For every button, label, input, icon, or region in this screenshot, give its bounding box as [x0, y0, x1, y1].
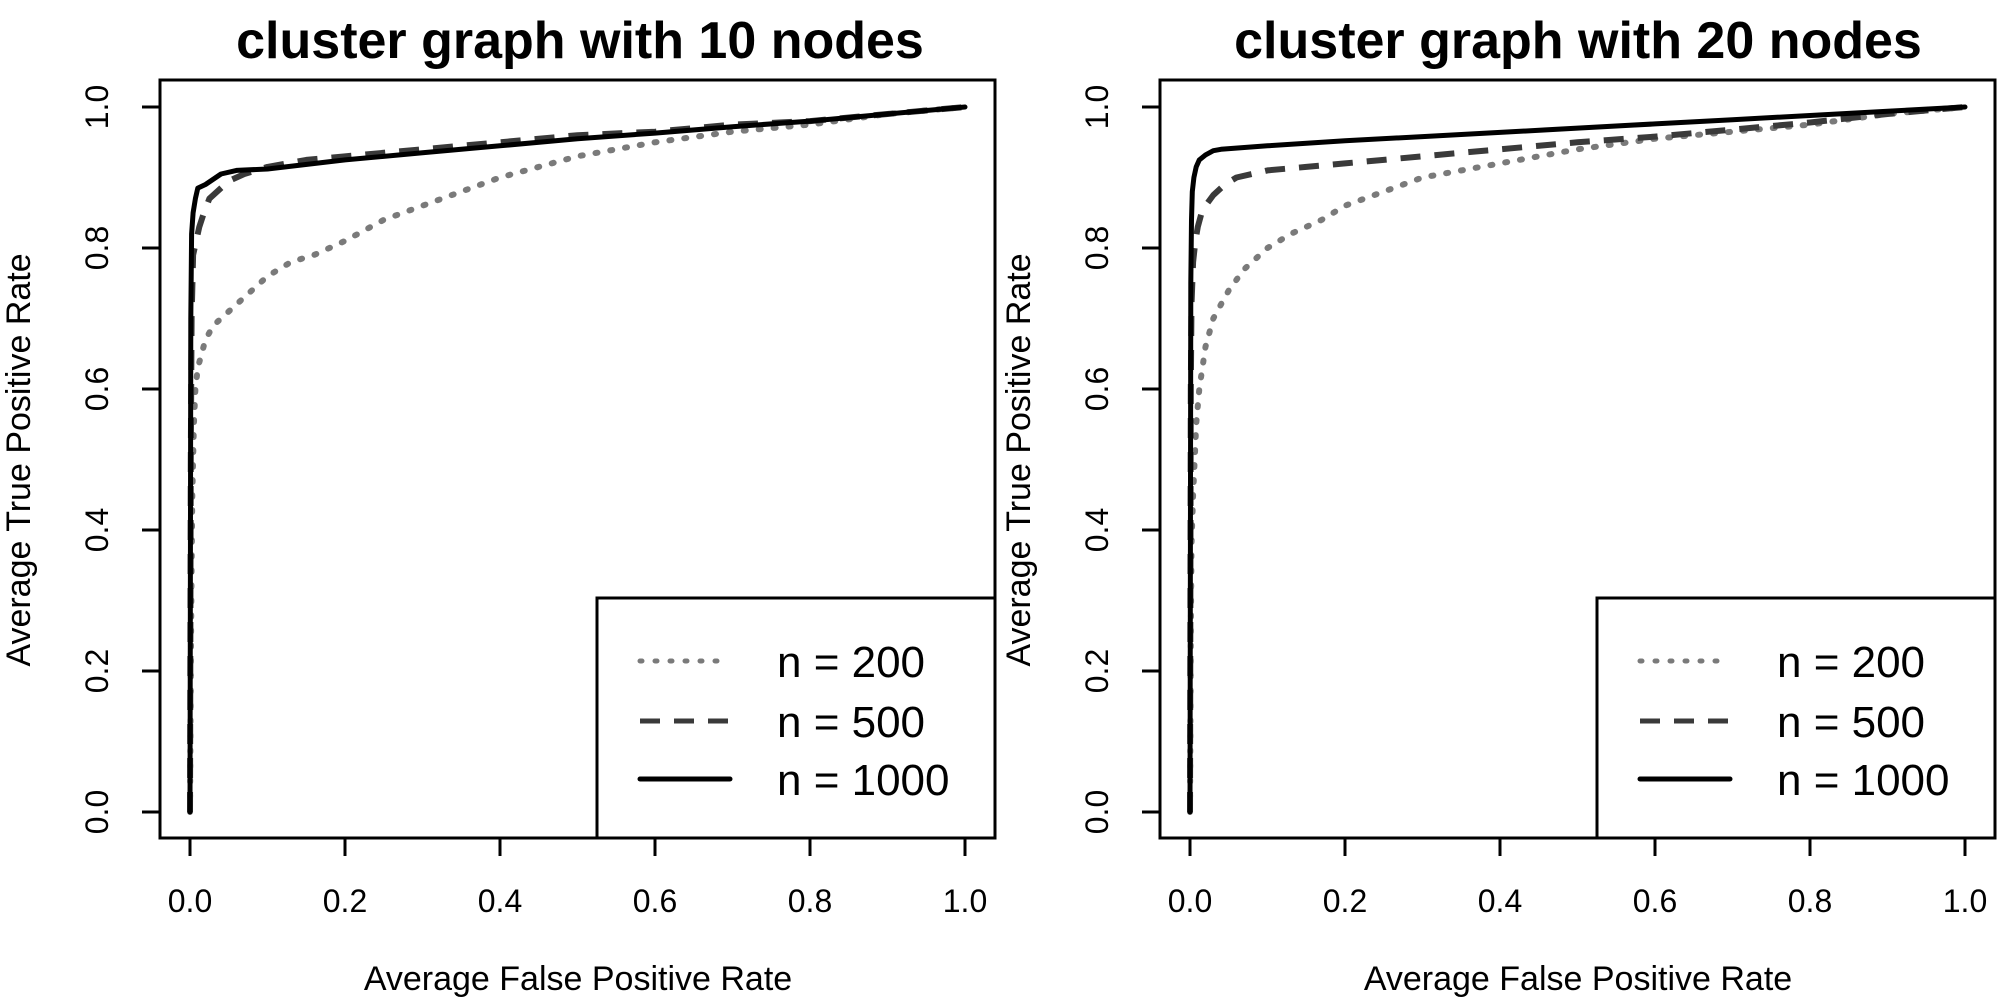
y-tick-label: 0.6	[79, 367, 115, 411]
legend-label-n200: n = 200	[777, 638, 925, 687]
y-tick-label: 0.0	[79, 790, 115, 834]
series-line-n500	[1187, 104, 1966, 813]
x-tick-label: 0.4	[478, 883, 522, 919]
legend-label-n200: n = 200	[1777, 638, 1925, 687]
x-tick-label: 0.0	[168, 883, 212, 919]
x-tick-label: 1.0	[943, 883, 987, 919]
chart-panel-10-nodes: cluster graph with 10 nodes Average Fals…	[0, 12, 997, 998]
y-tick-label: 0.4	[79, 508, 115, 552]
chart-title: cluster graph with 20 nodes	[1234, 12, 1922, 70]
y-axis-label: Average True Positive Rate	[0, 253, 38, 666]
y-tick-label: 0.0	[1079, 790, 1115, 834]
x-tick-label: 0.4	[1478, 883, 1522, 919]
x-tick-label: 0.2	[323, 883, 367, 919]
y-axis-label: Average True Positive Rate	[1000, 253, 1038, 666]
y-tick-label: 0.8	[79, 226, 115, 270]
legend-label-n1000: n = 1000	[1777, 756, 1950, 805]
y-tick-label: 0.8	[1079, 226, 1115, 270]
plot-frame	[1158, 78, 1997, 840]
x-axis-ticks: 0.0 0.2 0.4 0.6 0.8 1.0	[1168, 838, 1987, 919]
legend-label-n1000: n = 1000	[777, 756, 950, 805]
x-axis-ticks: 0.0 0.2 0.4 0.6 0.8 1.0	[168, 838, 987, 919]
legend: n = 200 n = 500 n = 1000	[595, 596, 997, 840]
chart-panel-20-nodes: cluster graph with 20 nodes Average Fals…	[1000, 12, 1997, 998]
chart-title: cluster graph with 10 nodes	[236, 12, 924, 70]
y-tick-label: 0.2	[79, 649, 115, 693]
y-axis-ticks: 0.0 0.2 0.4 0.6 0.8 1.0	[1079, 85, 1160, 834]
x-tick-label: 1.0	[1943, 883, 1987, 919]
y-tick-label: 0.2	[1079, 649, 1115, 693]
series-layer	[187, 104, 968, 815]
y-axis-ticks: 0.0 0.2 0.4 0.6 0.8 1.0	[79, 85, 160, 834]
y-tick-label: 1.0	[79, 85, 115, 129]
x-tick-label: 0.6	[633, 883, 677, 919]
legend-label-n500: n = 500	[777, 698, 925, 747]
series-line-n1000	[1187, 104, 1968, 815]
y-tick-label: 0.6	[1079, 367, 1115, 411]
series-line-n200	[187, 104, 968, 815]
x-tick-label: 0.0	[1168, 883, 1212, 919]
y-tick-label: 1.0	[1079, 85, 1115, 129]
x-axis-label: Average False Positive Rate	[364, 960, 792, 998]
y-tick-label: 0.4	[1079, 508, 1115, 552]
legend: n = 200 n = 500 n = 1000	[1595, 596, 1997, 840]
series-layer	[1187, 104, 1968, 815]
series-line-n1000	[187, 104, 968, 815]
plot-frame	[158, 78, 997, 840]
legend-label-n500: n = 500	[1777, 698, 1925, 747]
x-tick-label: 0.8	[788, 883, 832, 919]
x-tick-label: 0.8	[1788, 883, 1832, 919]
x-tick-label: 0.2	[1323, 883, 1367, 919]
x-tick-label: 0.6	[1633, 883, 1677, 919]
legend-box	[595, 596, 997, 840]
legend-box	[1595, 596, 1997, 840]
x-axis-label: Average False Positive Rate	[1364, 960, 1792, 998]
